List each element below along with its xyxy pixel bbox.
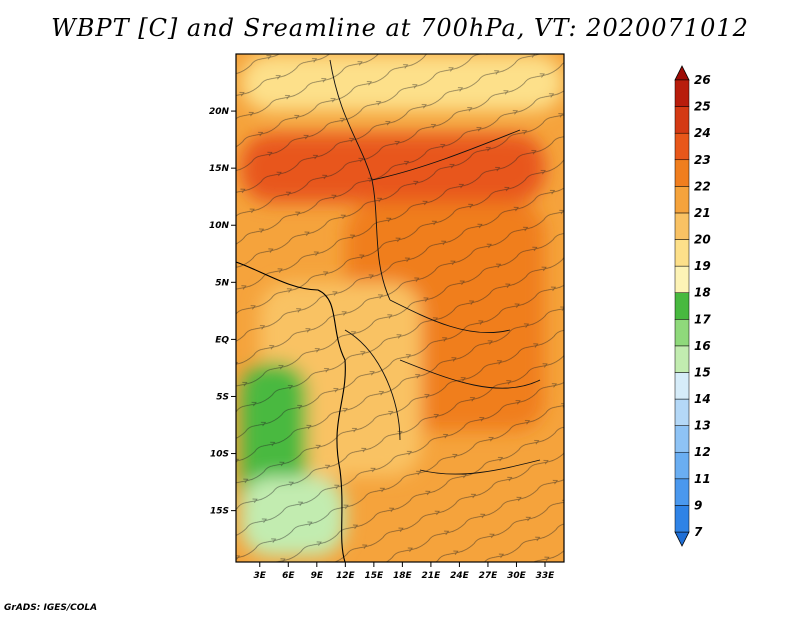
y-tick-label: EQ <box>215 335 229 345</box>
colorbar-swatch <box>674 212 690 240</box>
colorbar-swatch <box>674 239 690 267</box>
x-axis-ticks: 3E 6E 9E 12E 15E 18E 21E 24E 27E 30E 33E <box>254 562 556 581</box>
y-axis-ticks: 20N 15N 10N 5N EQ 5S 10S 15S <box>209 107 236 517</box>
colorbar-label: 18 <box>694 286 711 300</box>
colorbar-label: 23 <box>694 153 711 167</box>
x-tick-label: 12E <box>336 571 356 581</box>
colorbar-swatch <box>674 425 690 453</box>
y-tick-label: 5S <box>216 392 229 402</box>
colorbar-label: 22 <box>694 179 711 193</box>
colorbar-swatch <box>674 451 690 480</box>
y-tick-label: 10S <box>210 450 229 460</box>
colorbar-max-triangle <box>674 65 690 81</box>
colorbar-swatch <box>674 505 690 533</box>
x-tick-label: 9E <box>311 571 324 581</box>
colorbar-label: 7 <box>694 525 703 539</box>
colorbar-swatch <box>674 132 690 161</box>
colorbar-swatch <box>674 345 690 373</box>
credit-label: GrADS: IGES/COLA <box>4 603 98 613</box>
x-tick-label: 27E <box>479 571 499 581</box>
colorbar-swatch <box>674 106 690 134</box>
coastline <box>236 261 346 562</box>
y-tick-label: 20N <box>209 107 230 117</box>
y-tick-label: 15S <box>210 507 229 517</box>
map-frame <box>235 53 565 563</box>
x-tick-label: 24E <box>450 571 470 581</box>
colorbar-label: 15 <box>694 365 711 379</box>
x-tick-label: 18E <box>393 571 413 581</box>
colorbar-label: 26 <box>694 73 711 87</box>
colorbar-swatch <box>674 186 690 214</box>
colorbar-label: 14 <box>694 392 711 406</box>
colorbar-label: 11 <box>694 472 711 486</box>
colorbar-label: 16 <box>694 339 711 353</box>
colorbar-label: 9 <box>694 498 702 512</box>
x-tick-label: 15E <box>365 571 385 581</box>
colorbar-label: 25 <box>694 100 711 114</box>
country-borders <box>329 59 541 475</box>
colorbar-label: 13 <box>694 419 711 433</box>
colorbar-label: 24 <box>694 126 711 140</box>
x-tick-label: 6E <box>282 571 295 581</box>
colorbar-swatch <box>674 79 690 107</box>
colorbar-label: 19 <box>694 259 711 273</box>
x-tick-label: 33E <box>536 571 556 581</box>
map-field <box>236 54 564 562</box>
colorbar-swatch <box>674 319 690 347</box>
colorbar-swatch <box>674 265 690 293</box>
colorbar-swatch <box>674 398 690 426</box>
y-tick-label: 10N <box>209 221 230 231</box>
colorbar-label: 17 <box>694 312 711 326</box>
colorbar-swatch <box>674 372 690 400</box>
colorbar-label: 21 <box>694 206 711 220</box>
colorbar-label: 12 <box>694 445 711 459</box>
colorbar-swatch <box>674 159 690 187</box>
y-tick-label: 5N <box>215 278 229 288</box>
x-tick-label: 30E <box>507 571 527 581</box>
chart-title: WBPT [C] and Sreamline at 700hPa, VT: 20… <box>51 14 749 42</box>
colorbar-min-triangle <box>674 531 690 547</box>
x-tick-label: 21E <box>422 571 442 581</box>
colorbar-swatch <box>674 478 690 506</box>
x-tick-label: 3E <box>254 571 267 581</box>
y-tick-label: 15N <box>209 164 230 174</box>
colorbar: 7 9 11 12 13 14 15 16 17 18 19 20 21 22 23 24 25 26 <box>674 65 711 547</box>
streamlines <box>236 54 564 562</box>
colorbar-label: 20 <box>694 233 711 247</box>
colorbar-swatch <box>674 292 690 320</box>
